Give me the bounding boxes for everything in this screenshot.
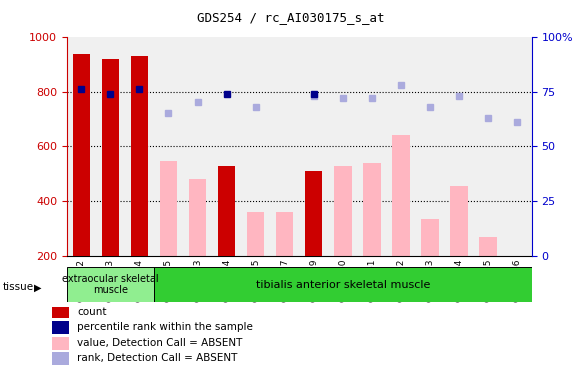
Text: ▶: ▶ xyxy=(34,282,41,292)
Bar xyxy=(102,59,119,256)
Bar xyxy=(363,163,381,256)
Bar xyxy=(334,165,352,256)
Bar xyxy=(276,212,293,256)
Bar xyxy=(479,237,497,256)
Text: extraocular skeletal
muscle: extraocular skeletal muscle xyxy=(62,274,159,295)
Bar xyxy=(160,161,177,256)
Bar xyxy=(52,321,70,334)
Bar xyxy=(154,267,532,302)
Text: rank, Detection Call = ABSENT: rank, Detection Call = ABSENT xyxy=(77,354,238,363)
Bar xyxy=(305,171,322,256)
Text: tissue: tissue xyxy=(3,282,34,292)
Bar xyxy=(52,305,70,318)
Bar xyxy=(52,337,70,350)
Bar xyxy=(73,55,90,256)
Bar xyxy=(67,267,154,302)
Bar xyxy=(392,135,410,256)
Bar xyxy=(218,165,235,256)
Bar xyxy=(52,352,70,365)
Bar xyxy=(421,219,439,256)
Text: value, Detection Call = ABSENT: value, Detection Call = ABSENT xyxy=(77,338,242,348)
Text: count: count xyxy=(77,307,107,317)
Bar xyxy=(450,186,468,256)
Text: GDS254 / rc_AI030175_s_at: GDS254 / rc_AI030175_s_at xyxy=(197,11,384,24)
Text: tibialis anterior skeletal muscle: tibialis anterior skeletal muscle xyxy=(256,280,430,290)
Bar xyxy=(131,56,148,256)
Text: percentile rank within the sample: percentile rank within the sample xyxy=(77,322,253,332)
Bar xyxy=(189,179,206,256)
Bar xyxy=(247,212,264,256)
